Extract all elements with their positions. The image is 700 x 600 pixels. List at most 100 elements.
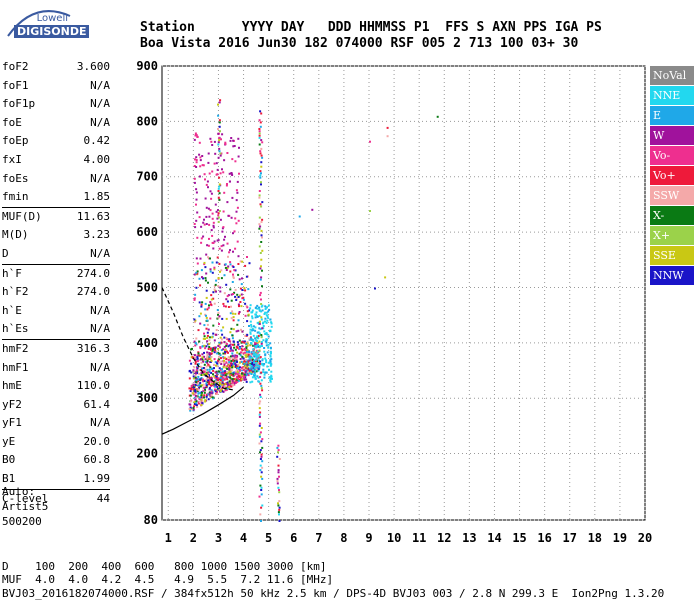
echo-point (262, 368, 265, 371)
echo-point (199, 284, 202, 287)
echo-point (220, 363, 223, 365)
echo-point (231, 158, 234, 161)
echo-point (249, 320, 252, 323)
echo-point (220, 349, 223, 352)
echo-column-point (219, 130, 221, 133)
echo-point (220, 360, 223, 363)
isolated-echo-point (436, 115, 439, 118)
echo-point (195, 156, 198, 159)
echo-point (258, 308, 261, 311)
echo-point (214, 349, 217, 352)
param-row: h`E N/A (2, 302, 110, 321)
echo-point (239, 354, 242, 357)
echo-point (198, 385, 201, 388)
echo-point (235, 299, 238, 301)
echo-point (214, 361, 217, 364)
echo-point (190, 356, 193, 359)
echo-point (243, 375, 246, 378)
echo-point (232, 273, 234, 276)
echo-point (226, 367, 229, 370)
param-value: N/A (90, 246, 110, 260)
echo-point (250, 325, 253, 328)
echo-column-point (276, 480, 279, 483)
echo-point (229, 371, 232, 373)
param-value: 4.00 (83, 152, 111, 166)
echo-point (203, 396, 206, 399)
echo-point (203, 218, 205, 221)
echo-point (269, 359, 272, 362)
echo-point (207, 152, 210, 155)
echo-column-point (278, 513, 280, 516)
param-value: 1.99 (83, 472, 111, 486)
echo-point (259, 328, 262, 331)
echo-column-point (258, 143, 261, 146)
echo-point (200, 303, 203, 306)
echo-point (201, 378, 204, 381)
digisonde-logo: Lowell DIGISONDE (4, 6, 90, 40)
echo-point (205, 384, 208, 386)
echo-column-point (259, 121, 262, 124)
echo-point (196, 372, 198, 375)
echo-point (237, 369, 240, 372)
echo-point (248, 372, 251, 375)
echo-point (211, 391, 214, 394)
echo-point (233, 145, 236, 147)
echo-column-point (259, 451, 261, 454)
echo-point (218, 315, 221, 318)
echo-column-point (261, 327, 264, 330)
echo-column-point (260, 387, 263, 390)
echo-point (194, 158, 196, 161)
echo-point (217, 277, 220, 279)
echo-point (246, 342, 249, 345)
echo-point (193, 386, 196, 389)
echo-point (233, 365, 236, 368)
echo-column-point (218, 176, 221, 179)
echo-point (239, 260, 242, 263)
echo-point (225, 388, 228, 391)
echo-point (230, 305, 232, 308)
echo-point (222, 352, 225, 355)
echo-column-point (218, 136, 221, 139)
echo-point (216, 168, 219, 171)
echo-point (200, 394, 203, 397)
param-row: foF1 N/A (2, 77, 110, 96)
echo-point (264, 333, 267, 335)
echo-point (234, 371, 237, 374)
echo-column-point (218, 192, 221, 195)
echo-point (235, 199, 238, 202)
echo-point (226, 152, 229, 154)
echo-point (219, 286, 222, 289)
echo-point (239, 373, 242, 376)
echo-point (196, 272, 199, 275)
echo-point (209, 377, 212, 380)
echo-point (195, 159, 198, 161)
echo-point (232, 293, 235, 295)
echo-column-point (218, 183, 221, 186)
echo-column-point (260, 334, 263, 336)
echo-column-point (278, 500, 281, 503)
echo-point (228, 338, 231, 341)
echo-column-point (261, 446, 264, 449)
echo-point (215, 279, 218, 282)
echo-column-point (218, 125, 221, 128)
echo-point (207, 306, 210, 309)
echo-point (214, 376, 217, 379)
echo-point (227, 371, 230, 374)
echo-point (223, 364, 226, 367)
echo-point (207, 348, 210, 350)
echo-point (237, 312, 240, 315)
echo-point (220, 277, 223, 280)
echo-point (195, 379, 198, 382)
echo-point (252, 340, 255, 343)
echo-point (194, 226, 197, 229)
echo-point (202, 235, 205, 238)
echo-point (197, 389, 200, 392)
echo-point (205, 316, 208, 319)
echo-point (207, 207, 210, 210)
echo-point (199, 347, 202, 350)
echo-point (236, 378, 239, 381)
echo-point (196, 211, 199, 214)
legend-item: Vo+ (650, 166, 694, 185)
echo-column-point (261, 345, 263, 347)
x-tick-label: 9 (365, 531, 372, 545)
